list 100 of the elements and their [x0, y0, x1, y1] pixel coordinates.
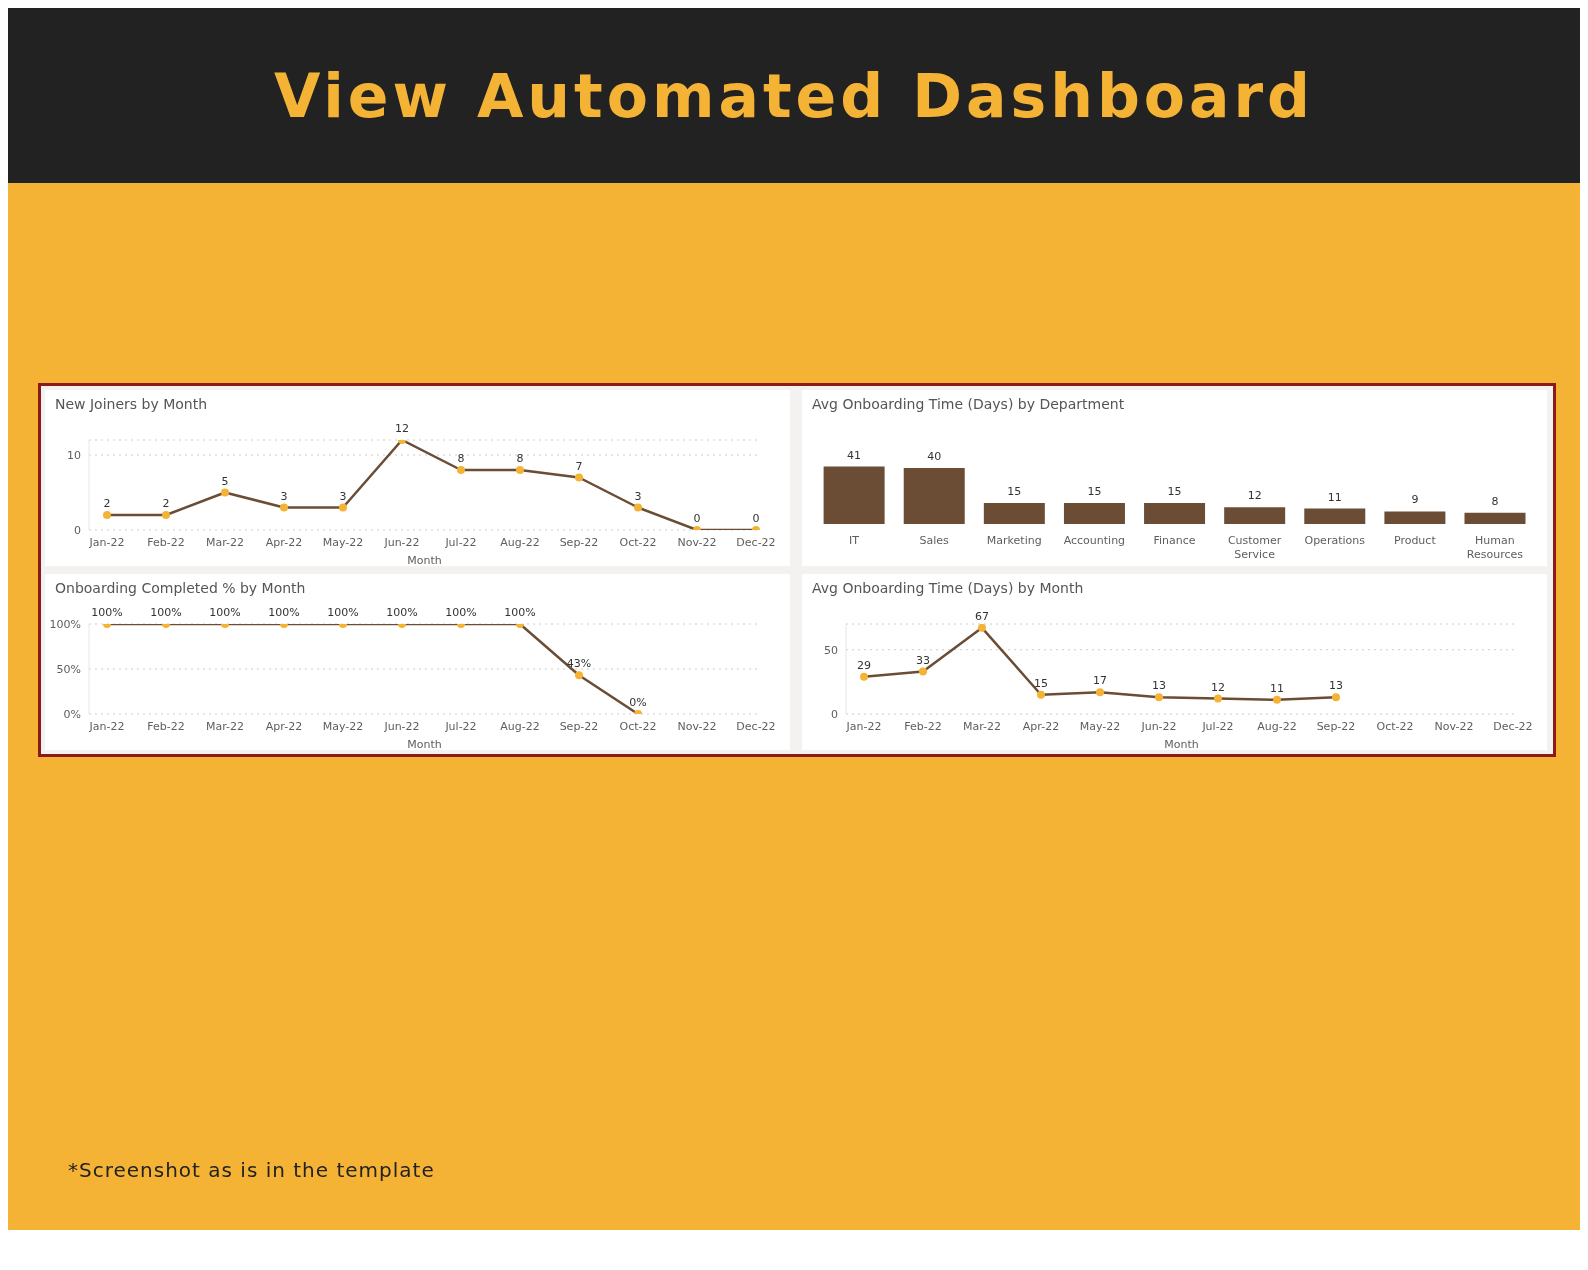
x-tick-label: Customer Service: [1227, 534, 1282, 561]
text: View Automated Dashboard: [273, 60, 1315, 131]
x-tick-label: Dec-22: [736, 535, 776, 549]
x-tick-label: Oct-22: [619, 719, 657, 733]
x-tick-label: Dec-22: [1493, 719, 1533, 733]
data-label: 100%: [504, 606, 536, 619]
data-label: 13: [1152, 679, 1166, 693]
x-tick-label: Nov-22: [1434, 719, 1474, 733]
data-label: 100%: [445, 606, 477, 619]
y-tick-label: 0: [74, 523, 81, 537]
bar: [1144, 503, 1206, 524]
x-tick-label: Nov-22: [677, 535, 717, 549]
x-tick-label: Jul-22: [444, 535, 477, 549]
bar: [1224, 507, 1286, 524]
data-label: 29: [857, 658, 871, 672]
x-tick-label: Dec-22: [736, 719, 776, 733]
x-tick-label: Feb-22: [147, 719, 185, 733]
data-label: 15: [1034, 676, 1048, 690]
data-label: 3: [634, 489, 642, 503]
data-label: 12: [395, 422, 409, 435]
data-label: 5: [221, 474, 229, 488]
x-tick-label: Nov-22: [677, 719, 717, 733]
text: *Screenshot as is in the template: [68, 1158, 435, 1182]
data-label: 17: [1093, 674, 1107, 688]
chart-title: New Joiners by Month: [54, 395, 209, 414]
y-tick-label: 0%: [63, 707, 81, 721]
bar: [1304, 508, 1366, 524]
data-label: 9: [1411, 493, 1419, 507]
x-tick-label: Sep-22: [559, 535, 599, 549]
data-label: 7: [575, 459, 583, 473]
data-label: 15: [1007, 485, 1022, 498]
chart-title: Onboarding Completed % by Month: [54, 579, 307, 598]
x-tick-label: Jan-22: [845, 719, 882, 733]
data-label: 8: [1491, 494, 1499, 508]
x-tick-label: IT: [849, 534, 860, 547]
x-tick-label: Sep-22: [1316, 719, 1356, 733]
data-label: 100%: [327, 606, 359, 619]
data-label: 15: [1167, 485, 1182, 498]
data-label: 3: [280, 489, 288, 503]
x-tick-label: Jan-22: [88, 719, 125, 733]
x-tick-label: Marketing: [986, 534, 1042, 547]
data-label: 12: [1247, 489, 1262, 503]
x-tick-label: Finance: [1153, 534, 1196, 547]
data-label: 2: [162, 497, 170, 510]
x-tick-label: Mar-22: [962, 719, 1002, 733]
x-tick-label: Jul-22: [1201, 719, 1234, 733]
x-tick-label: Jun-22: [383, 719, 420, 733]
bar: [1384, 511, 1446, 524]
data-label: 100%: [150, 606, 182, 619]
x-tick-label: Apr-22: [265, 535, 303, 549]
bar: [823, 466, 885, 524]
data-label: 8: [516, 452, 524, 465]
data-label: 100%: [268, 606, 300, 619]
x-tick-label: Jul-22: [444, 719, 477, 733]
x-tick-label: Product: [1393, 534, 1437, 547]
x-tick-label: Feb-22: [904, 719, 942, 733]
data-label: 40: [927, 450, 942, 463]
x-tick-label: Mar-22: [205, 535, 245, 549]
x-tick-label: Sales: [919, 534, 950, 547]
data-label: 43%: [566, 657, 592, 671]
data-label: 3: [339, 489, 347, 503]
y-tick-label: 50: [824, 643, 838, 657]
y-tick-label: 50%: [56, 662, 81, 676]
data-label: 33: [916, 653, 930, 667]
x-axis-title: Month: [407, 738, 442, 751]
data-label: 0%: [629, 696, 647, 709]
data-label: 0: [693, 512, 701, 525]
y-tick-label: 100%: [49, 617, 81, 631]
x-tick-label: May-22: [322, 719, 364, 733]
x-axis-title: Month: [407, 554, 442, 567]
bar: [1464, 512, 1526, 524]
x-tick-label: Jun-22: [383, 535, 420, 549]
bar: [1063, 503, 1125, 524]
data-label: 100%: [91, 606, 123, 619]
x-tick-label: Feb-22: [147, 535, 185, 549]
data-label: 67: [975, 609, 989, 623]
x-tick-label: Apr-22: [265, 719, 303, 733]
x-tick-label: Apr-22: [1022, 719, 1060, 733]
x-tick-label: May-22: [1079, 719, 1121, 733]
x-tick-label: Jun-22: [1140, 719, 1177, 733]
bar: [983, 503, 1045, 524]
data-label: 0: [752, 512, 760, 525]
data-label: 12: [1211, 680, 1225, 694]
x-tick-label: Aug-22: [500, 719, 540, 733]
x-tick-label: Oct-22: [1376, 719, 1414, 733]
y-tick-label: 10: [67, 448, 81, 462]
x-axis-title: Month: [1164, 738, 1199, 751]
x-tick-label: Aug-22: [1257, 719, 1297, 733]
x-tick-label: May-22: [322, 535, 364, 549]
data-label: 11: [1270, 681, 1284, 695]
x-tick-label: Operations: [1304, 534, 1366, 547]
x-tick-label: Oct-22: [619, 535, 657, 549]
chart-title: Avg Onboarding Time (Days) by Department: [811, 395, 1126, 414]
data-label: 8: [457, 452, 465, 465]
x-tick-label: Accounting: [1063, 534, 1126, 547]
x-tick-label: Human Resources: [1466, 534, 1524, 561]
x-tick-label: Jan-22: [88, 535, 125, 549]
data-label: 41: [847, 448, 862, 462]
x-tick-label: Sep-22: [559, 719, 599, 733]
x-tick-label: Aug-22: [500, 535, 540, 549]
